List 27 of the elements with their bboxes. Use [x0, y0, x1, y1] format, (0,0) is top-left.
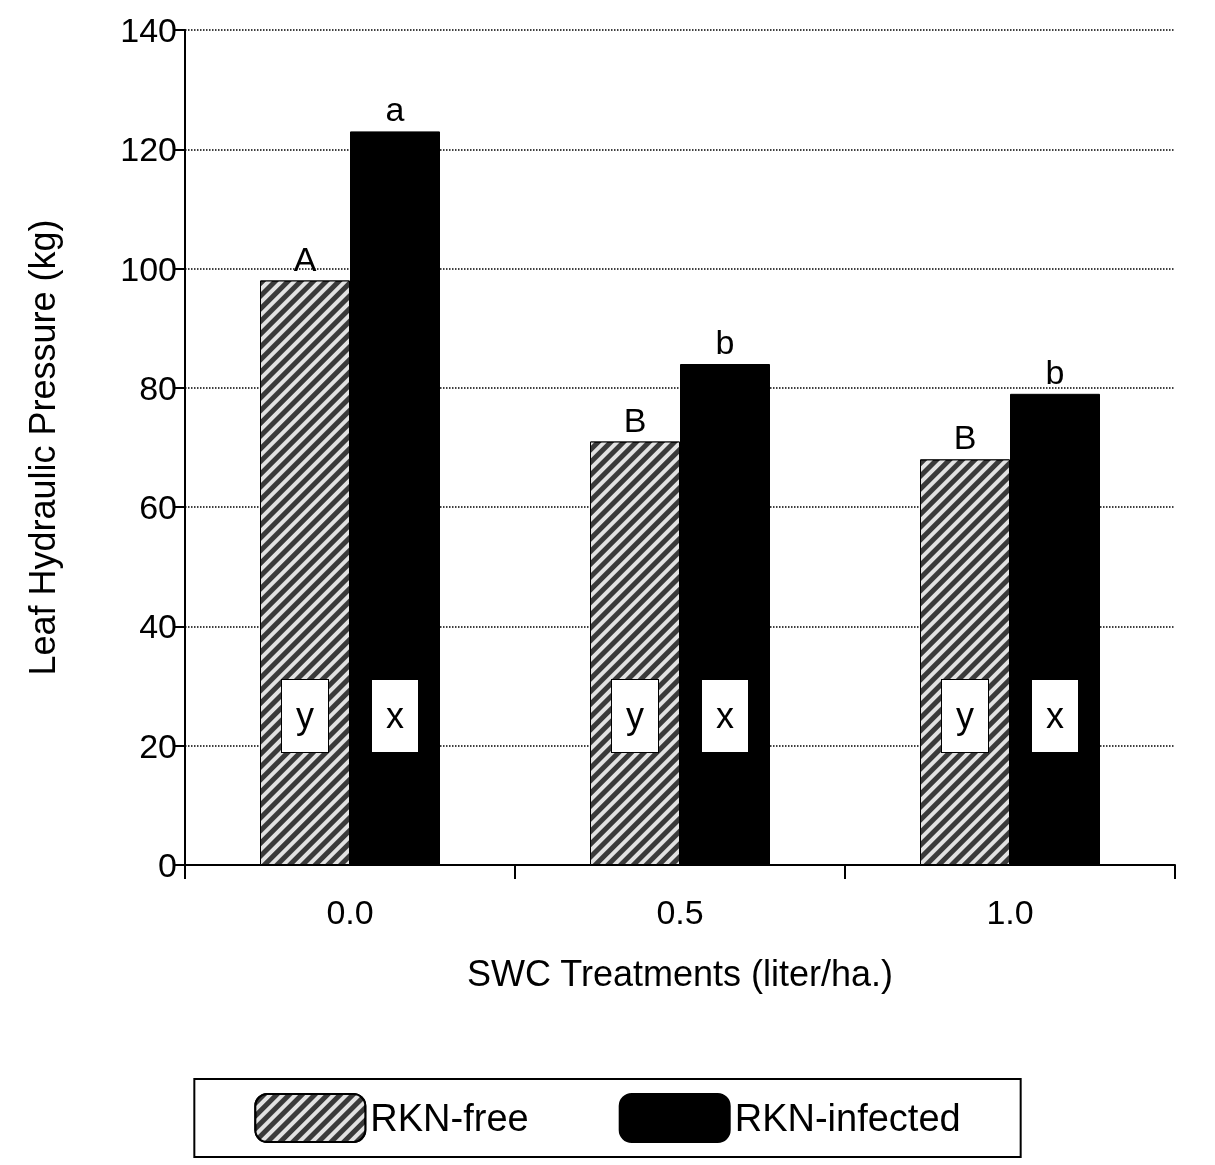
data-label: B — [623, 400, 647, 439]
annotation: y — [626, 695, 644, 737]
annotation: x — [716, 695, 734, 737]
x-tick-label: 1.0 — [986, 893, 1034, 931]
y-tick-label: 80 — [139, 368, 177, 407]
x-tick-label: 0.0 — [326, 893, 374, 931]
data-label: b — [715, 323, 735, 361]
y-tick-label: 140 — [120, 11, 177, 49]
legend-label: RKN-free — [370, 1097, 529, 1139]
y-tick-label: 0 — [158, 846, 177, 884]
data-label: B — [953, 418, 977, 457]
data-label: b — [1045, 352, 1065, 391]
data-label: a — [385, 90, 405, 129]
annotation: y — [956, 695, 974, 737]
y-tick-label: 20 — [139, 726, 177, 765]
y-tick-label: 120 — [120, 130, 177, 169]
x-tick-label: 0.5 — [656, 893, 704, 931]
y-tick-label: 60 — [139, 488, 177, 527]
annotation: x — [1046, 695, 1064, 737]
data-label: A — [293, 239, 317, 278]
annotation: y — [296, 695, 314, 737]
x-axis-title: SWC Treatments (liter/ha.) — [466, 952, 894, 994]
y-tick-label: 100 — [120, 249, 177, 288]
y-axis-title: Leaf Hydraulic Pressure (kg) — [21, 219, 63, 676]
legend-label: RKN-infected — [734, 1097, 961, 1139]
y-tick-label: 40 — [139, 607, 177, 646]
annotation: x — [386, 695, 404, 737]
